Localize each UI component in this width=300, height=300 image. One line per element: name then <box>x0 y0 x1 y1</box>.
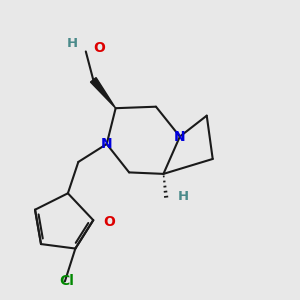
Text: H: H <box>177 190 188 203</box>
Text: O: O <box>93 41 105 55</box>
Text: N: N <box>174 130 186 144</box>
Text: N: N <box>101 137 112 151</box>
Text: Cl: Cl <box>59 274 74 288</box>
Polygon shape <box>91 78 116 108</box>
Text: O: O <box>104 215 116 229</box>
Text: H: H <box>67 38 78 50</box>
